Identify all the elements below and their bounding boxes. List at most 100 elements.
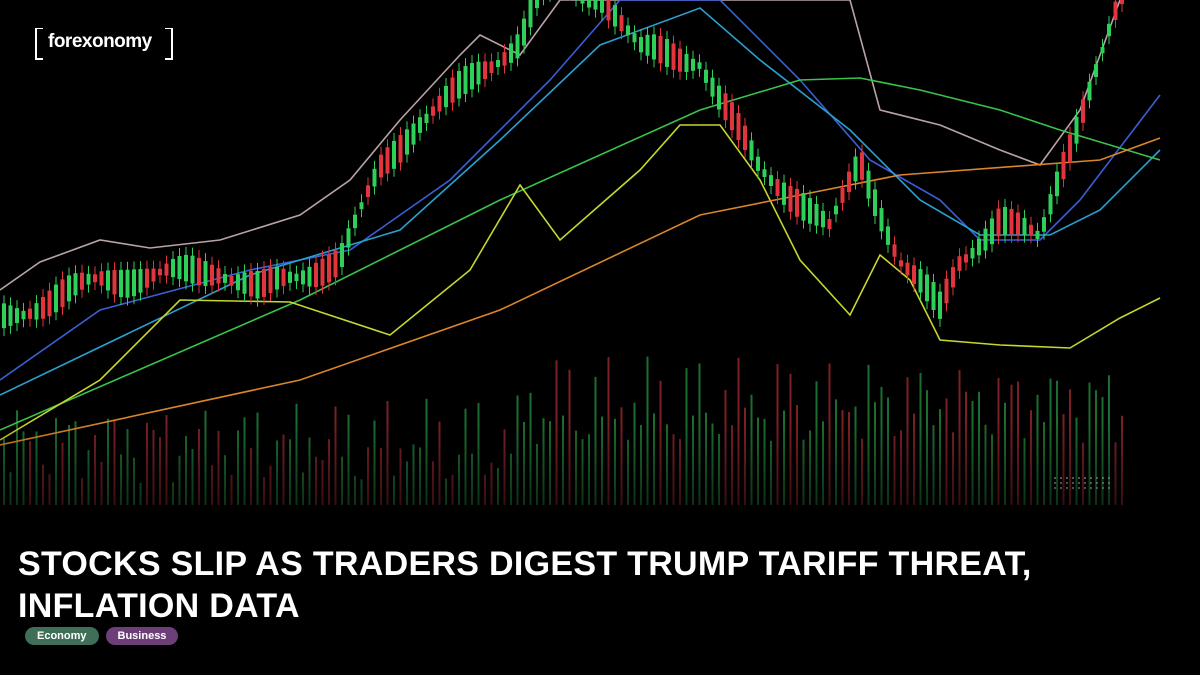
candle-body	[366, 185, 370, 198]
candle-body	[1113, 1, 1118, 20]
candle-body	[704, 69, 708, 83]
candle-body	[873, 189, 877, 216]
candle-body	[951, 267, 955, 288]
candle-body	[385, 147, 390, 174]
candle-body	[106, 270, 110, 291]
candle-body	[944, 278, 949, 304]
candle-body	[697, 62, 702, 69]
candle-body	[307, 266, 312, 287]
candle-body	[242, 272, 247, 294]
candle-body	[762, 169, 767, 178]
candle-body	[639, 37, 643, 53]
candle-body	[1100, 47, 1105, 54]
candle-body	[1029, 224, 1033, 236]
tag[interactable]: Business	[105, 627, 179, 645]
candle-body	[54, 284, 58, 313]
candle-body	[977, 238, 981, 256]
candle-body	[918, 269, 923, 293]
average-line	[0, 77, 1161, 431]
candle-body	[658, 35, 663, 64]
candle-body	[353, 214, 357, 229]
candle-body	[723, 93, 728, 121]
candle-body	[756, 156, 760, 171]
candle-body	[21, 310, 26, 320]
candle-body	[80, 272, 84, 290]
candle-body	[203, 261, 208, 287]
candle-body	[1094, 64, 1098, 78]
candle-body	[645, 34, 650, 56]
candle-body	[346, 228, 351, 248]
candle-body	[463, 66, 468, 94]
candle-body	[912, 265, 916, 284]
candle-body	[1003, 206, 1007, 235]
candle-body	[860, 152, 864, 180]
candle-body	[717, 85, 721, 110]
candle-body	[2, 303, 6, 329]
candle-body	[938, 291, 942, 319]
candle-body	[775, 179, 780, 197]
candle-body	[1009, 208, 1014, 235]
candle-body	[99, 271, 104, 286]
candle-body	[788, 185, 793, 212]
candle-body	[671, 43, 676, 70]
candle-body	[691, 58, 695, 71]
candle-body	[86, 273, 91, 285]
candle-body	[801, 192, 806, 221]
candle-body	[632, 33, 637, 43]
candle-body	[1087, 81, 1092, 101]
candle-body	[431, 106, 435, 116]
candle-body	[333, 250, 338, 278]
candle-body	[229, 275, 234, 286]
candle-body	[905, 262, 910, 276]
candle-body	[34, 303, 39, 320]
candle-body	[28, 308, 32, 319]
candle-body	[996, 208, 1001, 237]
candle-body	[1120, 0, 1124, 5]
candle-body	[288, 271, 292, 283]
candle-body	[275, 267, 279, 290]
candle-body	[684, 53, 689, 72]
candle-body	[470, 63, 474, 90]
average-line	[0, 7, 1161, 396]
candle-body	[736, 112, 741, 141]
candle-body	[795, 188, 799, 217]
candle-body	[405, 129, 409, 155]
candle-body	[782, 182, 786, 205]
candle-body	[359, 202, 364, 210]
candle-body	[899, 260, 903, 267]
candle-body	[138, 269, 143, 293]
candle-body	[502, 52, 507, 66]
candle-body	[268, 267, 273, 294]
candle-body	[171, 258, 175, 278]
candle-body	[1042, 217, 1046, 232]
candle-body	[769, 175, 773, 186]
candle-body	[73, 273, 78, 296]
candle-body	[184, 254, 188, 282]
candle-body	[424, 113, 429, 124]
candle-body	[710, 77, 715, 97]
candle-body	[522, 18, 526, 46]
candle-body	[47, 290, 52, 317]
candle-body	[847, 171, 851, 193]
candle-body	[652, 34, 656, 60]
candle-body	[450, 77, 455, 103]
candle-body	[1016, 212, 1020, 235]
candle-body	[281, 268, 286, 287]
candle-body	[1061, 151, 1066, 180]
tag[interactable]: Economy	[25, 627, 99, 645]
band-line	[0, 0, 1121, 291]
candle-body	[223, 274, 227, 283]
candle-body	[125, 269, 130, 298]
candle-body	[808, 198, 812, 224]
candle-body	[821, 210, 825, 228]
candle-body	[509, 43, 513, 63]
candle-body	[476, 61, 481, 85]
candle-body	[606, 0, 611, 21]
candle-body	[119, 269, 123, 298]
candle-body	[730, 102, 734, 131]
logo-frame	[35, 28, 173, 60]
candle-body	[970, 247, 975, 259]
average-line	[0, 124, 1161, 441]
